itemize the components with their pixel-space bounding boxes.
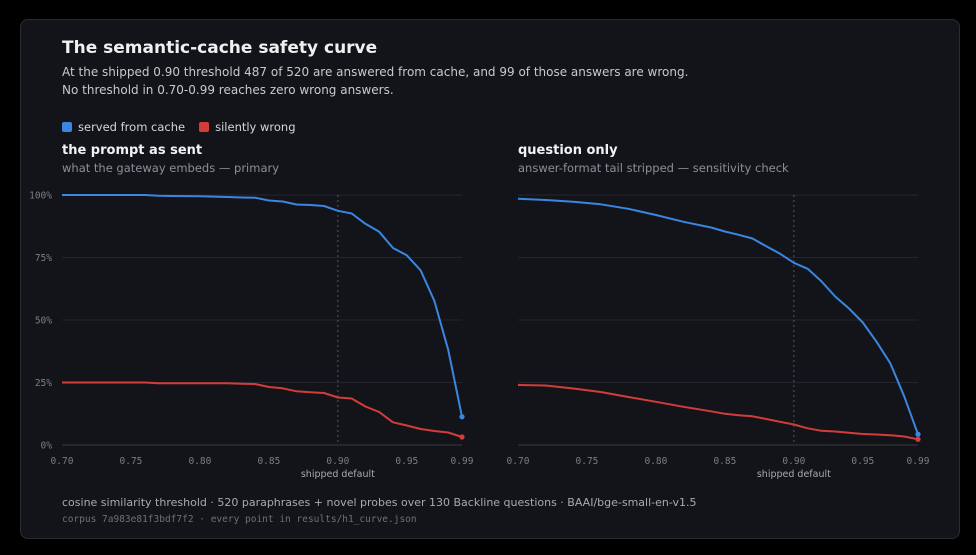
x-tick-label-prompt-3: 0.85 <box>257 456 280 467</box>
y-tick-label-0: 0% <box>41 441 53 452</box>
series-line-prompt-served <box>62 194 463 418</box>
legend-item-wrong: silently wrong <box>199 120 296 134</box>
legend-item-served: served from cache <box>62 120 185 134</box>
x-tick-label-prompt-6: 0.99 <box>451 456 474 467</box>
series-line-prompt-wrong <box>62 381 463 438</box>
y-tick-label-25: 25% <box>35 378 52 389</box>
series-endpoint-prompt-served <box>459 414 465 420</box>
legend-swatch-wrong <box>199 122 210 132</box>
series-line-question-wrong <box>517 384 919 441</box>
x-tick-label-question-6: 0.99 <box>907 456 930 467</box>
legend-label-wrong: silently wrong <box>215 120 296 134</box>
y-tick-label-100: 100% <box>29 191 52 202</box>
x-tick-label-question-4: 0.90 <box>782 456 805 467</box>
x-tick-label-prompt-4: 0.90 <box>326 456 349 467</box>
x-tick-label-prompt-1: 0.75 <box>120 456 143 467</box>
x-tick-label-question-3: 0.85 <box>713 456 736 467</box>
series-endpoint-prompt-wrong <box>459 434 465 440</box>
reference-label-prompt: shipped default <box>301 469 375 480</box>
chart-title: The semantic-cache safety curve <box>62 38 378 58</box>
chart-card <box>20 19 960 539</box>
reference-label-question: shipped default <box>757 469 831 480</box>
subtitle-line-1: At the shipped 0.90 threshold 487 of 520… <box>62 65 689 79</box>
series-endpoint-question-served <box>915 431 921 437</box>
panel-title-prompt: the prompt as sent <box>62 143 203 158</box>
panel-title-question: question only <box>518 143 618 158</box>
x-tick-label-prompt-5: 0.95 <box>395 456 418 467</box>
x-tick-label-question-0: 0.70 <box>507 456 530 467</box>
x-tick-label-question-5: 0.95 <box>851 456 874 467</box>
panel-subtitle-question: answer-format tail stripped — sensitivit… <box>518 161 789 175</box>
x-tick-label-prompt-2: 0.80 <box>188 456 211 467</box>
legend-swatch-served <box>62 122 72 132</box>
x-tick-label-question-1: 0.75 <box>576 456 599 467</box>
footer-note: cosine similarity threshold · 520 paraph… <box>62 496 697 509</box>
legend-label-served: served from cache <box>78 120 186 134</box>
footer-provenance: corpus 7a983e81f3bdf7f2 · every point in… <box>62 514 417 525</box>
legend: served from cache silently wrong <box>62 120 296 134</box>
series-endpoint-question-wrong <box>915 436 921 442</box>
y-tick-label-50: 50% <box>35 316 52 327</box>
x-tick-label-prompt-0: 0.70 <box>51 456 74 467</box>
x-tick-label-question-2: 0.80 <box>644 456 667 467</box>
panel-subtitle-prompt: what the gateway embeds — primary <box>62 161 280 175</box>
y-tick-label-75: 75% <box>35 253 52 264</box>
subtitle-line-2: No threshold in 0.70-0.99 reaches zero w… <box>62 83 394 97</box>
series-line-question-served <box>517 197 919 435</box>
